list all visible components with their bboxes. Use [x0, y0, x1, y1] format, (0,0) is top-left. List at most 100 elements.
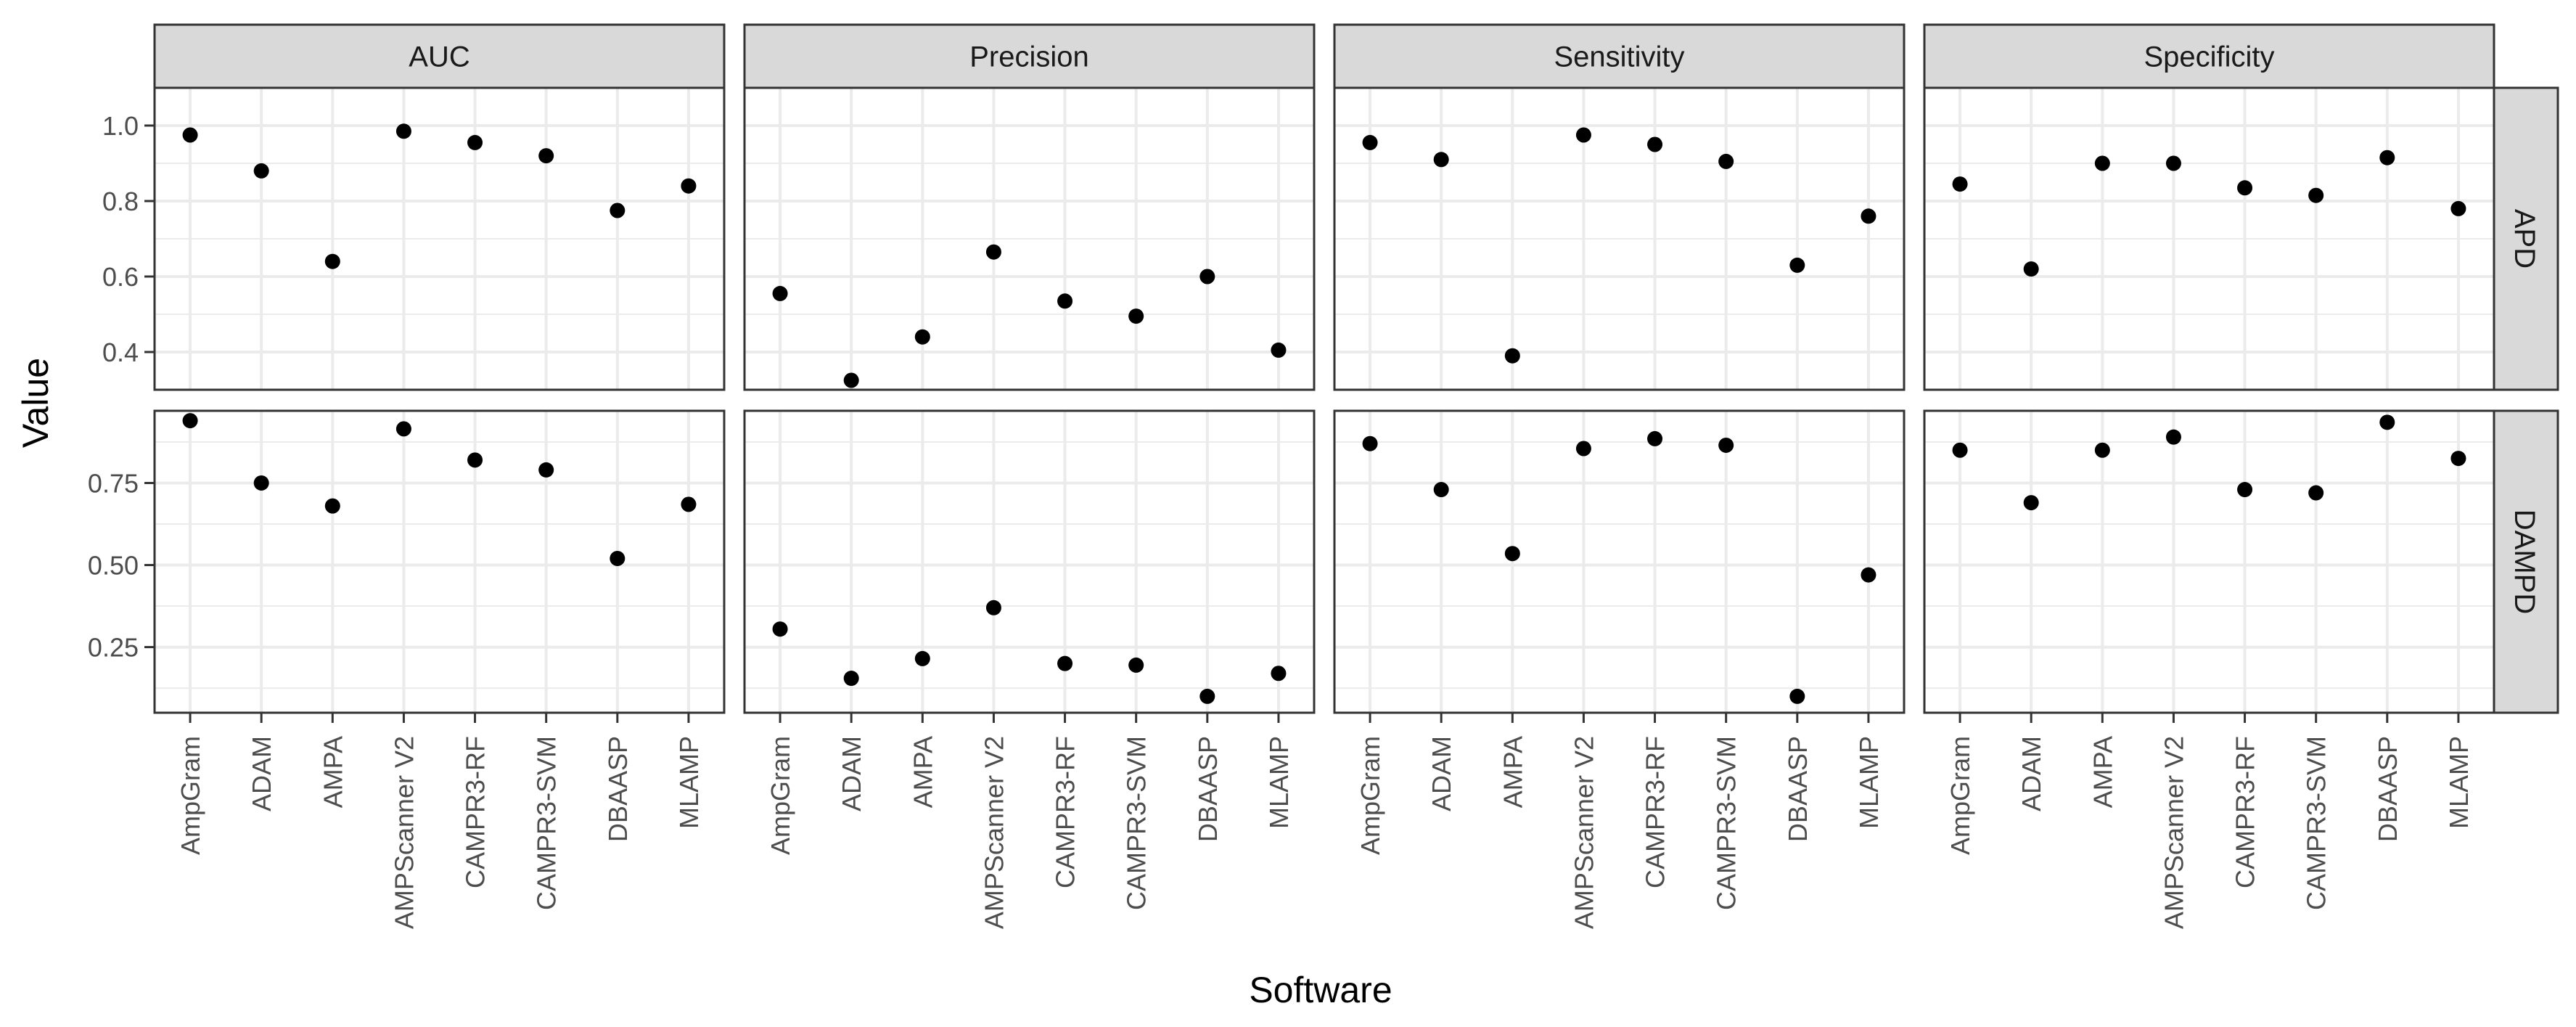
panel-border: [153, 86, 726, 391]
y-axis-title: Value: [15, 358, 56, 448]
strip-specificity: Specificity: [1923, 23, 2495, 89]
panel-border: [153, 409, 726, 714]
panel-border: [743, 86, 1316, 391]
point-ampscanner-v2: [1575, 127, 1591, 143]
point-ampa: [324, 253, 340, 269]
x-tick-label-ampa: AMPA: [908, 736, 938, 808]
point-ampscanner-v2: [2165, 429, 2181, 445]
point-campr3-svm: [2308, 187, 2324, 203]
strip-apd-bg: [2491, 86, 2559, 391]
x-axis-title: Software: [1249, 970, 1392, 1010]
y-tick-label: 0.6: [102, 262, 139, 292]
point-dbaasp: [2379, 414, 2395, 430]
panel-background: [155, 411, 724, 713]
point-adam: [1433, 482, 1449, 498]
point-adam: [843, 671, 859, 687]
point-ampscanner-v2: [395, 421, 411, 437]
point-ampscanner-v2: [395, 123, 411, 139]
point-campr3-svm: [1128, 657, 1144, 673]
x-tick-label-dbaasp: DBAASP: [1193, 736, 1223, 842]
strip-label-specificity: Specificity: [2144, 41, 2274, 73]
strip-precision: Precision: [743, 23, 1316, 89]
x-tick-label-mlamp: MLAMP: [1264, 736, 1294, 829]
y-tick-label: 0.75: [88, 468, 139, 498]
point-campr3-rf: [2237, 180, 2253, 196]
x-tick-label-ampscanner-v2: AMPScanner V2: [1569, 736, 1599, 929]
point-ampscanner-v2: [2165, 155, 2181, 171]
point-ampgram: [1952, 176, 1968, 192]
x-tick-label-campr3-rf: CAMPR3-RF: [1641, 736, 1670, 888]
point-mlamp: [1861, 567, 1876, 583]
point-ampa: [2094, 442, 2110, 458]
x-tick-label-ampa: AMPA: [2088, 736, 2117, 808]
point-campr3-svm: [538, 148, 554, 164]
x-tick-label-ampgram: AmpGram: [1355, 736, 1385, 855]
panel-dampd-sensitivity: [1333, 409, 1906, 714]
x-tick-label-ampgram: AmpGram: [1945, 736, 1975, 855]
point-dbaasp: [2379, 150, 2395, 165]
point-ampa: [914, 650, 930, 666]
x-tick-label-ampgram: AmpGram: [766, 736, 795, 855]
point-mlamp: [681, 178, 697, 194]
strip-specificity-bg: [1923, 23, 2495, 89]
y-tick-label: 0.50: [88, 551, 139, 581]
panel-background: [1924, 411, 2494, 713]
point-campr3-rf: [467, 134, 483, 150]
panel-apd-precision: [743, 86, 1316, 391]
point-campr3-svm: [1718, 153, 1734, 169]
point-ampgram: [772, 621, 788, 637]
point-dbaasp: [1199, 688, 1215, 704]
strip-precision-bg: [743, 23, 1316, 89]
panel-border: [1923, 86, 2495, 391]
panel-apd-specificity: [1923, 86, 2495, 391]
x-tick-label-dbaasp: DBAASP: [2373, 736, 2403, 842]
point-campr3-rf: [1057, 293, 1073, 309]
strip-label-sensitivity: Sensitivity: [1554, 41, 1684, 73]
point-dbaasp: [1199, 269, 1215, 285]
strip-dampd: DAMPD: [2491, 409, 2559, 714]
point-ampgram: [1362, 134, 1378, 150]
point-mlamp: [1271, 342, 1287, 358]
point-campr3-svm: [1128, 308, 1144, 324]
point-ampgram: [1362, 435, 1378, 451]
x-tick-label-adam: ADAM: [2017, 736, 2046, 811]
y-tick-label: 0.4: [102, 337, 139, 367]
point-campr3-rf: [2237, 482, 2253, 498]
x-tick-label-adam: ADAM: [1427, 736, 1456, 811]
x-tick-label-dbaasp: DBAASP: [1783, 736, 1813, 842]
point-campr3-rf: [467, 452, 483, 468]
strip-sensitivity: Sensitivity: [1333, 23, 1906, 89]
x-tick-label-campr3-svm: CAMPR3-SVM: [1712, 736, 1742, 910]
x-tick-label-mlamp: MLAMP: [1854, 736, 1884, 829]
x-tick-label-campr3-svm: CAMPR3-SVM: [532, 736, 562, 910]
x-tick-label-ampa: AMPA: [318, 736, 348, 808]
point-adam: [843, 372, 859, 388]
x-tick-label-ampscanner-v2: AMPScanner V2: [389, 736, 419, 929]
x-tick-label-ampscanner-v2: AMPScanner V2: [2159, 736, 2189, 929]
point-campr3-svm: [538, 462, 554, 478]
strip-auc: AUC: [153, 23, 726, 89]
x-tick-label-adam: ADAM: [247, 736, 276, 811]
point-ampa: [1504, 546, 1520, 562]
point-ampgram: [182, 413, 198, 429]
strip-label-precision: Precision: [969, 41, 1089, 73]
x-tick-label-dbaasp: DBAASP: [603, 736, 633, 842]
strip-label-auc: AUC: [409, 41, 469, 73]
point-dbaasp: [1789, 688, 1805, 704]
point-adam: [1433, 152, 1449, 168]
x-tick-label-ampa: AMPA: [1498, 736, 1527, 808]
panel-dampd-precision: [743, 409, 1316, 714]
point-ampgram: [772, 285, 788, 301]
point-adam: [2023, 495, 2039, 511]
point-ampscanner-v2: [985, 600, 1001, 615]
x-tick-label-campr3-rf: CAMPR3-RF: [1051, 736, 1080, 888]
strip-apd: APD: [2491, 86, 2559, 391]
panels-layer: AUC Precision Sensitivity Specificity APD 0.4…: [88, 23, 2559, 929]
x-tick-label-campr3-svm: CAMPR3-SVM: [1122, 736, 1152, 910]
x-tick-label-mlamp: MLAMP: [674, 736, 704, 829]
strip-label-dampd: DAMPD: [2509, 510, 2540, 614]
y-tick-label: 0.8: [102, 187, 139, 216]
point-dbaasp: [1789, 257, 1805, 273]
point-mlamp: [1271, 666, 1287, 682]
